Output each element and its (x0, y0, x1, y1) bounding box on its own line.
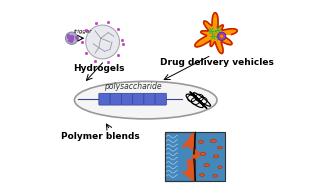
Ellipse shape (213, 175, 217, 177)
FancyBboxPatch shape (99, 93, 110, 105)
Ellipse shape (214, 155, 219, 158)
Bar (165, 132, 194, 181)
Circle shape (220, 34, 224, 38)
Text: Hydrogels: Hydrogels (73, 64, 125, 74)
Circle shape (218, 32, 226, 40)
FancyBboxPatch shape (121, 93, 133, 105)
Text: Polymer blends: Polymer blends (61, 132, 140, 141)
FancyBboxPatch shape (110, 93, 121, 105)
Ellipse shape (200, 174, 204, 176)
Polygon shape (182, 132, 199, 181)
FancyBboxPatch shape (133, 93, 144, 105)
FancyBboxPatch shape (155, 93, 166, 105)
Ellipse shape (218, 166, 222, 168)
Circle shape (86, 25, 120, 59)
Ellipse shape (198, 140, 204, 143)
Ellipse shape (204, 164, 209, 167)
FancyBboxPatch shape (144, 93, 155, 105)
Ellipse shape (74, 81, 217, 119)
Circle shape (65, 32, 78, 44)
Ellipse shape (218, 146, 222, 149)
Polygon shape (195, 13, 237, 53)
Bar (165, 132, 194, 181)
Text: polysaccharide: polysaccharide (104, 82, 161, 91)
Bar (195, 132, 225, 181)
Ellipse shape (210, 139, 216, 143)
Ellipse shape (200, 152, 206, 156)
Text: trigger: trigger (74, 29, 92, 34)
Text: Drug delivery vehicles: Drug delivery vehicles (160, 58, 274, 67)
